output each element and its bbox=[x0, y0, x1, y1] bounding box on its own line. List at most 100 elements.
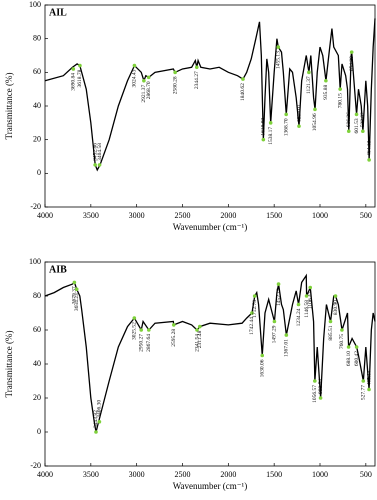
peak-marker bbox=[72, 280, 77, 285]
peak-label: 527.77 bbox=[361, 385, 367, 400]
peak-marker bbox=[197, 324, 202, 329]
x-tick-label: 500 bbox=[360, 211, 372, 220]
x-tick-label: 3500 bbox=[83, 211, 99, 220]
x-tick-label: 3500 bbox=[83, 470, 99, 479]
peak-marker bbox=[284, 333, 289, 337]
peak-label: 2344.27 bbox=[194, 71, 200, 89]
y-tick-label: 80 bbox=[33, 33, 41, 42]
peak-label: 993.74 bbox=[318, 379, 324, 394]
peak-marker bbox=[268, 121, 273, 125]
peak-label: 464.12 bbox=[366, 140, 372, 155]
peak-label: 3443.82 bbox=[93, 410, 99, 428]
y-tick-label: 80 bbox=[33, 291, 41, 300]
peak-label: 532.82 bbox=[360, 112, 366, 127]
peak-label: 2868.70 bbox=[146, 81, 152, 99]
peak-marker bbox=[313, 379, 317, 383]
y-tick-label: 0 bbox=[37, 168, 41, 177]
peak-marker bbox=[346, 129, 351, 134]
spectrum-line bbox=[44, 273, 376, 433]
peak-marker bbox=[241, 77, 245, 81]
peak-marker bbox=[146, 75, 151, 80]
peak-marker bbox=[194, 65, 199, 70]
peak-label: 465.14 bbox=[366, 370, 372, 385]
peak-marker bbox=[304, 294, 309, 298]
y-tick-label: 20 bbox=[33, 393, 41, 402]
peak-label: 885.51 bbox=[328, 325, 334, 340]
peak-label: 3406.30 bbox=[97, 400, 103, 418]
peak-marker bbox=[367, 158, 371, 162]
x-tick-label: 2500 bbox=[175, 211, 191, 220]
peak-marker bbox=[333, 294, 338, 298]
peak-label: 2950.27 bbox=[138, 334, 144, 352]
x-tick-label: 2000 bbox=[220, 470, 236, 479]
x-tick-label: 4000 bbox=[37, 211, 53, 220]
x-tick-label: 1000 bbox=[312, 470, 328, 479]
peak-marker bbox=[328, 319, 333, 324]
peak-marker bbox=[361, 129, 365, 134]
peak-label: 3618.78 bbox=[77, 69, 83, 87]
peak-label: 3654.23 bbox=[74, 293, 80, 311]
peak-label: 3690.84 bbox=[71, 73, 77, 91]
peak-label: 1630.06 bbox=[260, 359, 266, 377]
peak-marker bbox=[296, 302, 301, 307]
peak-marker bbox=[276, 282, 281, 286]
x-tick-label: 2500 bbox=[175, 470, 191, 479]
peak-marker bbox=[139, 328, 144, 332]
peak-marker bbox=[171, 323, 176, 327]
peak-label: 2580.28 bbox=[172, 76, 178, 94]
peak-label: 1840.62 bbox=[240, 83, 246, 101]
peak-marker bbox=[97, 163, 102, 167]
peak-label: 1618.03 bbox=[261, 118, 267, 136]
peak-label: 1054.96 bbox=[312, 113, 318, 131]
x-tick-label: 3000 bbox=[129, 470, 145, 479]
y-tick-label: -20 bbox=[30, 202, 41, 211]
peak-label: 935.88 bbox=[323, 85, 329, 100]
peak-marker bbox=[349, 50, 354, 54]
peak-label: 1106.47 bbox=[308, 291, 314, 309]
peak-marker bbox=[276, 45, 281, 49]
y-tick-label: 60 bbox=[33, 325, 41, 334]
peak-label: 688.10 bbox=[346, 351, 352, 366]
peak-label: 780.15 bbox=[337, 93, 343, 108]
plot-frame bbox=[44, 4, 376, 208]
peak-label: 601.53 bbox=[354, 118, 360, 133]
peak-marker bbox=[97, 420, 102, 424]
peak-marker bbox=[195, 328, 199, 332]
peak-label: 3024.43 bbox=[132, 69, 138, 87]
peak-marker bbox=[308, 285, 313, 290]
peak-marker bbox=[71, 67, 76, 71]
peak-marker bbox=[252, 294, 257, 298]
peak-marker bbox=[307, 70, 311, 75]
peak-marker bbox=[250, 311, 254, 315]
peak-label: 686.26 bbox=[346, 112, 352, 127]
peak-marker bbox=[367, 387, 371, 392]
peak-marker bbox=[361, 379, 366, 383]
peak-marker bbox=[340, 328, 344, 332]
peak-marker bbox=[78, 63, 82, 68]
peak-label: 760.75 bbox=[339, 334, 345, 349]
peak-marker bbox=[173, 70, 177, 75]
peak-marker bbox=[354, 345, 359, 349]
peak-marker bbox=[146, 328, 151, 332]
peak-marker bbox=[338, 87, 342, 91]
x-tick-label: 1000 bbox=[312, 211, 328, 220]
y-axis-label: Transmittance (%) bbox=[4, 331, 14, 398]
peak-marker bbox=[132, 63, 137, 68]
peak-marker bbox=[132, 316, 137, 320]
peak-label: 1056.57 bbox=[312, 385, 318, 403]
peak-label: 2921.37 bbox=[141, 85, 147, 103]
x-tick-label: 1500 bbox=[266, 470, 282, 479]
peak-marker bbox=[318, 396, 323, 400]
peak-label: 1234.24 bbox=[296, 308, 302, 326]
y-tick-label: 40 bbox=[33, 359, 41, 368]
x-tick-label: 2000 bbox=[220, 211, 236, 220]
peak-marker bbox=[346, 345, 351, 349]
y-tick-label: 20 bbox=[33, 134, 41, 143]
y-tick-label: 40 bbox=[33, 101, 41, 110]
peak-label: 1229.01 bbox=[296, 104, 302, 122]
peak-label: 2867.64 bbox=[146, 334, 152, 352]
peak-marker bbox=[284, 112, 289, 117]
y-tick-label: 0 bbox=[37, 427, 41, 436]
peak-label: 3679.37 bbox=[72, 286, 78, 304]
